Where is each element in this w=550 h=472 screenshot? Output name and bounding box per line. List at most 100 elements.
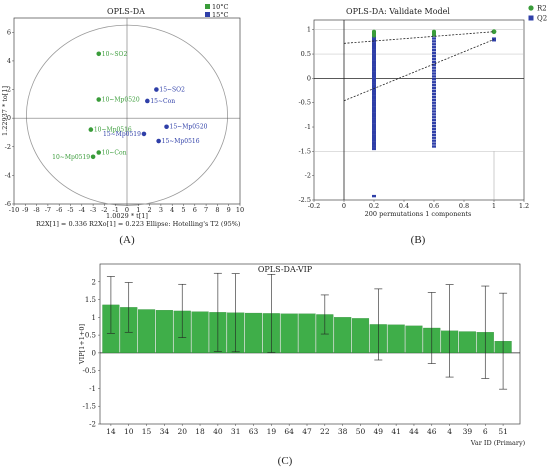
x-tick-label: 0.4 — [399, 202, 409, 210]
point-label: 10~Con — [102, 149, 127, 156]
q2-point — [372, 110, 376, 113]
q2-point — [432, 75, 436, 78]
y-tick-label: -0.5 — [298, 99, 311, 107]
x-tick-label: 4 — [447, 427, 452, 436]
x-tick-label: -7 — [45, 206, 51, 214]
y-tick-label: 1.5 — [85, 296, 96, 304]
panel-b-frame — [313, 19, 525, 201]
q2-point — [372, 136, 376, 140]
q2-point — [372, 86, 376, 89]
score-point — [90, 154, 96, 160]
q2-point — [372, 68, 376, 72]
x-tick-label: 5 — [181, 206, 185, 214]
q2-point — [372, 55, 376, 59]
q2-point — [432, 40, 436, 43]
q2-point — [432, 83, 436, 87]
q2-point — [372, 77, 376, 81]
q2-point — [492, 37, 496, 42]
panel-b-letter: (B) — [411, 234, 426, 246]
x-tick-label: 40 — [213, 427, 223, 436]
q2-point — [372, 73, 376, 76]
x-tick-label: 51 — [498, 427, 508, 436]
q2-point — [372, 38, 376, 41]
panel-c-letter: (C) — [278, 455, 293, 467]
q2-point — [372, 106, 376, 109]
score-point — [96, 150, 102, 155]
q2-point — [432, 107, 436, 110]
legend-swatch — [205, 4, 210, 9]
legend-swatch — [528, 15, 534, 21]
x-tick-label: -9 — [22, 206, 28, 214]
q2-point — [432, 37, 436, 40]
legend-swatch — [528, 5, 534, 11]
q2-point — [372, 75, 376, 78]
q2-point — [372, 121, 376, 124]
x-tick-label: 2 — [148, 206, 152, 214]
q2-point — [432, 78, 436, 81]
x-tick-label: 0.2 — [369, 202, 379, 210]
x-tick-label: 1 — [492, 202, 496, 210]
x-tick-label: 8 — [215, 206, 219, 214]
vip-bar — [244, 312, 263, 354]
vip-bar — [334, 317, 352, 354]
legend-swatch — [205, 12, 210, 17]
vip-bar — [458, 331, 476, 354]
q2-point — [432, 69, 436, 72]
vip-bar — [155, 310, 173, 354]
vip-bar — [280, 313, 298, 354]
vip-bar — [387, 324, 405, 354]
panel-a-r2xo: R2Xo[1] = 0.223 — [89, 220, 144, 228]
q2-point — [372, 112, 376, 116]
y-tick-label: 2 — [7, 86, 11, 94]
q2-point — [372, 64, 376, 67]
legend-label: 15°C — [212, 11, 229, 19]
y-tick-label: -1.5 — [298, 147, 311, 155]
q2-point — [432, 142, 436, 145]
q2-point — [372, 82, 376, 85]
x-tick-label: -5 — [67, 206, 73, 214]
x-tick-label: 14 — [106, 427, 116, 436]
q2-point — [372, 138, 376, 142]
x-tick-label: 19 — [267, 427, 277, 436]
q2-point — [432, 130, 436, 134]
panel-a-ylabel: 1.22937 * to[1] — [1, 86, 9, 136]
q2-point — [372, 42, 376, 46]
q2-point — [372, 57, 376, 61]
x-tick-label: 15 — [142, 427, 152, 436]
q2-point — [432, 60, 436, 64]
x-tick-label: 1 — [136, 206, 140, 214]
x-tick-label: 6 — [193, 206, 197, 214]
vip-bar — [191, 311, 209, 354]
q2-point — [372, 145, 376, 148]
q2-point — [432, 104, 436, 107]
legend-label: 10°C — [212, 3, 229, 11]
q2-point — [372, 101, 376, 105]
panel-a-xlabel: 1.0029 * t[1] — [106, 212, 148, 220]
r2-point — [432, 32, 436, 37]
q2-point — [372, 47, 376, 50]
q2-point — [432, 127, 436, 131]
q2-point — [372, 141, 376, 144]
q2-point — [372, 99, 376, 102]
q2-point — [432, 95, 436, 99]
panel-b-permutation-plot: OPLS-DA: Validate Model -0.2 0 0.2 0.4 0.6 0.… — [298, 5, 547, 247]
q2-point — [432, 119, 436, 122]
panel-b-xlabel: 200 permutations 1 components — [365, 210, 472, 218]
q2-point — [372, 130, 376, 133]
q2-point — [372, 114, 376, 118]
vip-bar — [138, 309, 156, 354]
score-point — [145, 98, 150, 104]
x-tick-label: 3 — [159, 206, 163, 214]
q2-point — [432, 133, 436, 137]
x-tick-label: 4 — [170, 206, 174, 214]
y-tick-label: 6 — [7, 28, 11, 36]
vip-bar — [405, 325, 423, 354]
y-tick-label: 0.5 — [301, 50, 311, 58]
q2-point — [432, 43, 436, 46]
score-point — [96, 97, 102, 102]
q2-point — [432, 72, 436, 75]
x-tick-label: -8 — [33, 206, 39, 214]
point-label: 10~Mp0516 — [94, 127, 132, 134]
x-tick-label: 38 — [338, 427, 348, 436]
y-tick-label: -4 — [5, 171, 11, 179]
